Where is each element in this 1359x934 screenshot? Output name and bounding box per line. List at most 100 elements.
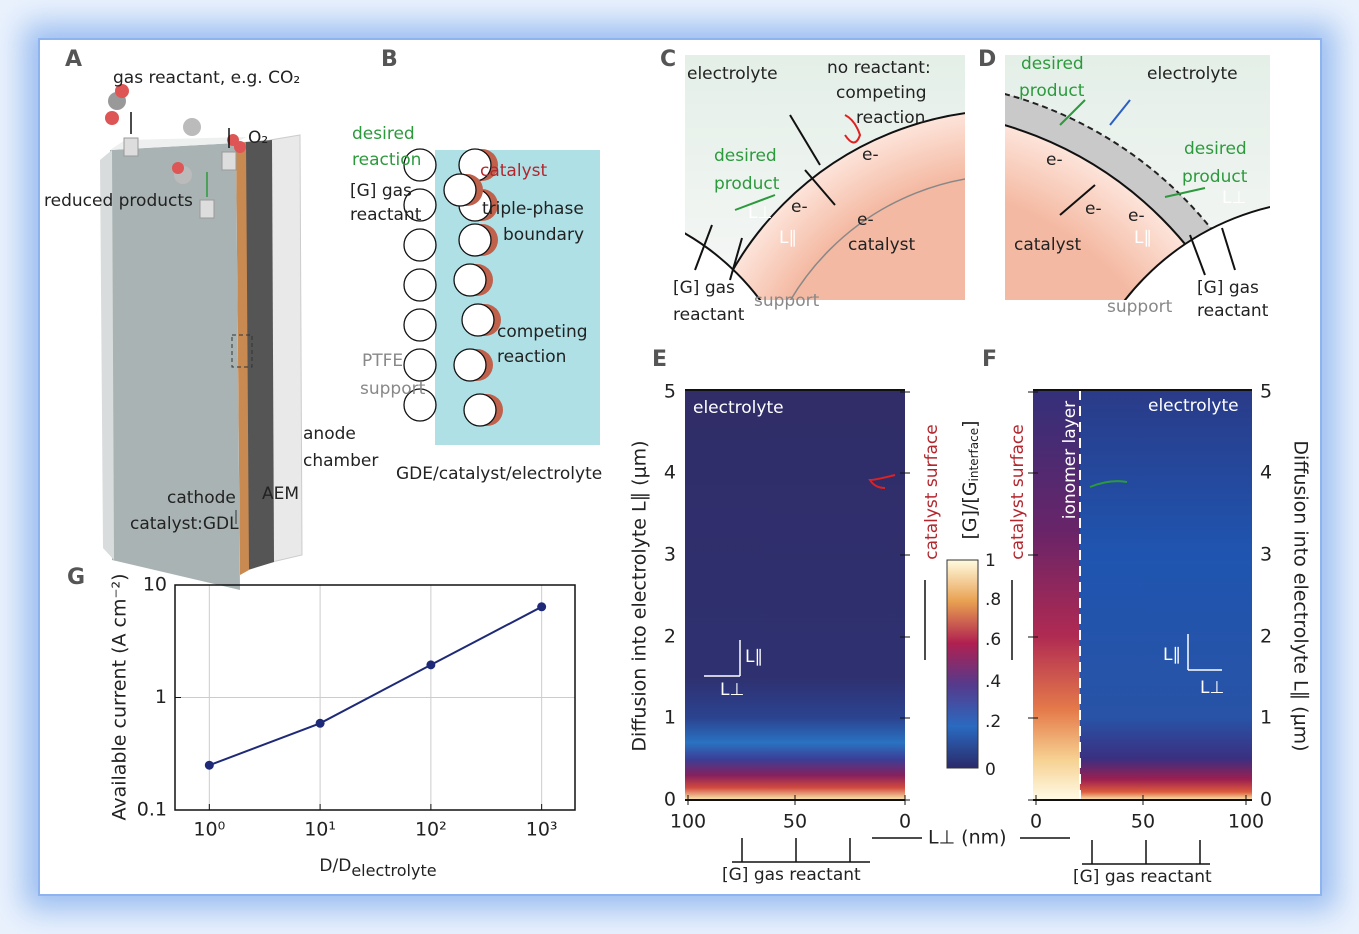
label: GDE/catalyst/electrolyte [396,464,602,484]
gde-diagram [403,148,600,445]
heatmap-e [685,390,905,800]
line [208,605,543,767]
label: A [65,47,82,72]
label: 1 [985,551,996,571]
label: desired [1184,139,1247,159]
label: e- [862,145,879,165]
label: e- [1085,199,1102,219]
label: O₂ [248,128,268,148]
x-tick-label: 10³ [526,819,558,841]
label: product [1182,167,1248,187]
x-tick-label: 10² [415,819,447,841]
label: desired [352,124,415,144]
label: Diffusion into electrolyte L∥ (μm) [629,440,651,751]
competing-arrow [868,474,896,489]
y-tick-label: 3 [664,544,676,566]
label: ionomer layer [1060,401,1080,519]
y-tick-label: 10 [143,574,167,596]
label: [G] gas [350,181,412,201]
label: e- [791,197,808,217]
label: L⊥ (nm) [928,827,1007,849]
point [204,760,214,770]
colorbar [946,559,979,769]
label: [G] gas [1197,278,1259,298]
y-axis-label: Available current (A cm⁻²) [109,573,131,820]
label: .4 [985,672,1001,692]
point [426,660,436,670]
y-tick-label: 3 [1260,544,1272,566]
label: PTFE [362,351,403,371]
label: boundary [503,225,584,245]
colorbar-label-part: [G]/[G [959,481,981,539]
label: competing [497,322,588,342]
support-particle [403,388,437,422]
label: [G] gas reactant [722,865,861,885]
label: catalyst surface [1008,424,1028,559]
point [537,602,547,612]
x-tick-label: 100 [670,811,706,833]
x-tick-label: 0 [899,811,911,833]
label: G [67,565,85,590]
support-particle [403,188,437,222]
label: L⊥ [748,203,772,223]
x-tick-label: 50 [783,811,807,833]
support-particle [458,223,492,257]
label: reaction [352,150,421,170]
label: product [714,174,780,194]
support-particle [461,303,495,337]
label: L⊥ [1200,678,1224,698]
label: electrolyte [1147,64,1238,84]
label: reaction [497,347,566,367]
y-tick-label: 0.1 [137,799,167,821]
y-tick-label: 1 [664,707,676,729]
label: L⊥ [1222,188,1246,208]
label: electrolyte [693,398,784,418]
label: .6 [985,630,1001,650]
support-particle [453,348,487,382]
label: product [1019,81,1085,101]
y-tick-label: 5 [664,381,676,403]
label: E [652,347,667,372]
colorbar-label: [G]/[Ginterface] [959,420,981,539]
x-tick-label: 50 [1131,811,1155,833]
label: competing [836,83,927,103]
support-particle [443,173,477,207]
point [315,718,325,728]
y-tick-label: 4 [1260,462,1272,484]
label: D [978,47,996,72]
support-particle [463,393,497,427]
label: .8 [985,590,1001,610]
support-particle [403,348,437,382]
support-particle [403,148,437,182]
label: desired [714,146,777,166]
label: cathode [167,488,236,508]
support-particle [403,308,437,342]
label: gas reactant, e.g. CO₂ [113,68,300,88]
y-tick-label: 2 [664,626,676,648]
label: catalyst [1014,235,1081,255]
label: B [381,47,398,72]
device [100,84,303,590]
axes-glyph-f [1187,634,1222,671]
axes-glyph-e [704,640,741,677]
label: L∥ [1134,228,1152,248]
label: anode [303,424,356,444]
label: no reactant: [827,58,931,78]
label: catalyst surface [922,424,942,559]
label: catalyst [480,161,547,181]
plot-frame [174,584,576,811]
label: desired [1021,54,1084,74]
ionomer-region [1033,390,1080,800]
y-tick-label: 0 [664,789,676,811]
y-tick-label: 4 [664,462,676,484]
label: e- [857,210,874,230]
label: catalyst [848,235,915,255]
label: e- [1128,206,1145,226]
colorbar-label-part: ] [959,420,981,427]
interface-diagram-c [685,55,965,300]
label: reduced products [44,191,193,211]
label: support [754,291,820,311]
label: C [660,47,676,72]
label: support [360,379,426,399]
